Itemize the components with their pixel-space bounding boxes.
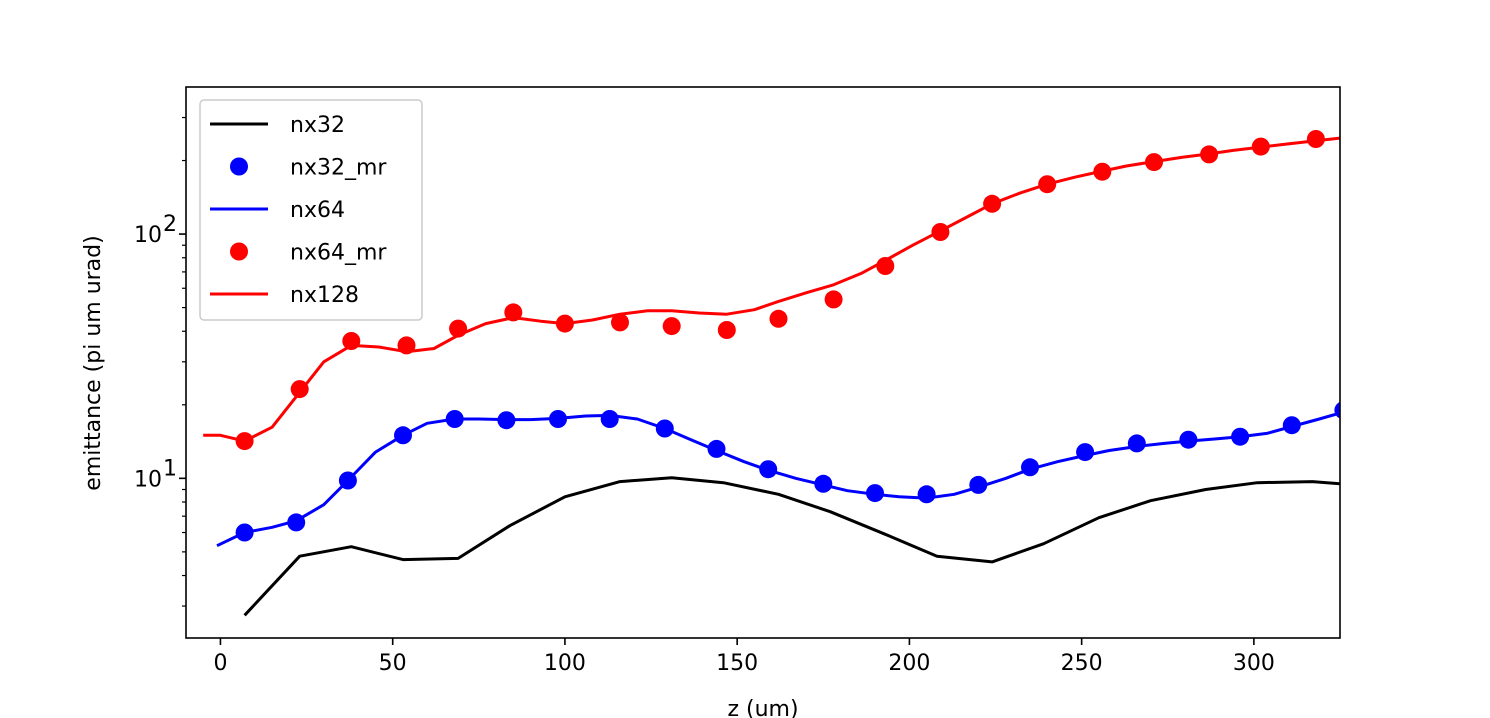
series-nx32-mr-point (600, 410, 619, 428)
x-tick-label: 250 (1061, 651, 1103, 676)
x-tick-label: 100 (544, 651, 586, 676)
x-tick-label: 200 (888, 651, 930, 676)
x-tick-label: 150 (716, 651, 758, 676)
legend: nx32 nx32_mr nx64 nx64_mr nx128 (199, 99, 423, 321)
series-nx64-mr-point (769, 309, 788, 328)
series-nx32-mr-point (1127, 434, 1146, 453)
series-nx64-mr-point (717, 321, 736, 339)
series-nx32-mr-point (917, 485, 936, 504)
series-nx64-mr-point (611, 313, 629, 332)
x-axis-label: z (um) (727, 697, 798, 718)
legend-entry-nx64-mr-label: nx64_mr (290, 241, 387, 266)
series-nx64-mr-point (824, 290, 843, 309)
plot-series-layer (203, 130, 1340, 617)
legend-entry-nx32-mr-label: nx32_mr (290, 156, 387, 181)
y-tick-exponent: 2 (163, 212, 177, 237)
y-tick-label: 10 (134, 467, 162, 492)
x-tick-label: 50 (379, 651, 407, 676)
x-tick-label: 300 (1233, 651, 1275, 676)
series-nx64-mr-point (1306, 130, 1325, 148)
legend-box (199, 99, 423, 321)
series-nx64-mr-point (662, 317, 681, 336)
legend-entry-nx32-mr-swatch (230, 157, 248, 176)
plot-frame (185, 86, 1341, 639)
series-nx32-line (243, 476, 1340, 617)
legend-entry-nx64-mr-swatch (230, 242, 248, 261)
legend-entry-nx128-label: nx128 (290, 283, 359, 308)
series-nx128-line (203, 136, 1340, 443)
series-nx64-line (216, 411, 1340, 548)
legend-entry-nx32-label: nx32 (290, 113, 345, 138)
legend-entry-nx64-label: nx64 (290, 198, 345, 223)
x-tick-label: 0 (213, 651, 227, 676)
y-axis-label: emittance (pi um urad) (81, 235, 106, 490)
y-tick-label: 10 (134, 223, 162, 248)
series-nx64-mr-point (342, 332, 361, 350)
y-tick-exponent: 1 (163, 456, 177, 481)
